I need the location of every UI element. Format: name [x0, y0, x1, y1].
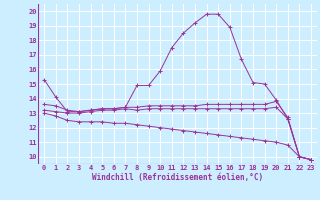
- X-axis label: Windchill (Refroidissement éolien,°C): Windchill (Refroidissement éolien,°C): [92, 173, 263, 182]
